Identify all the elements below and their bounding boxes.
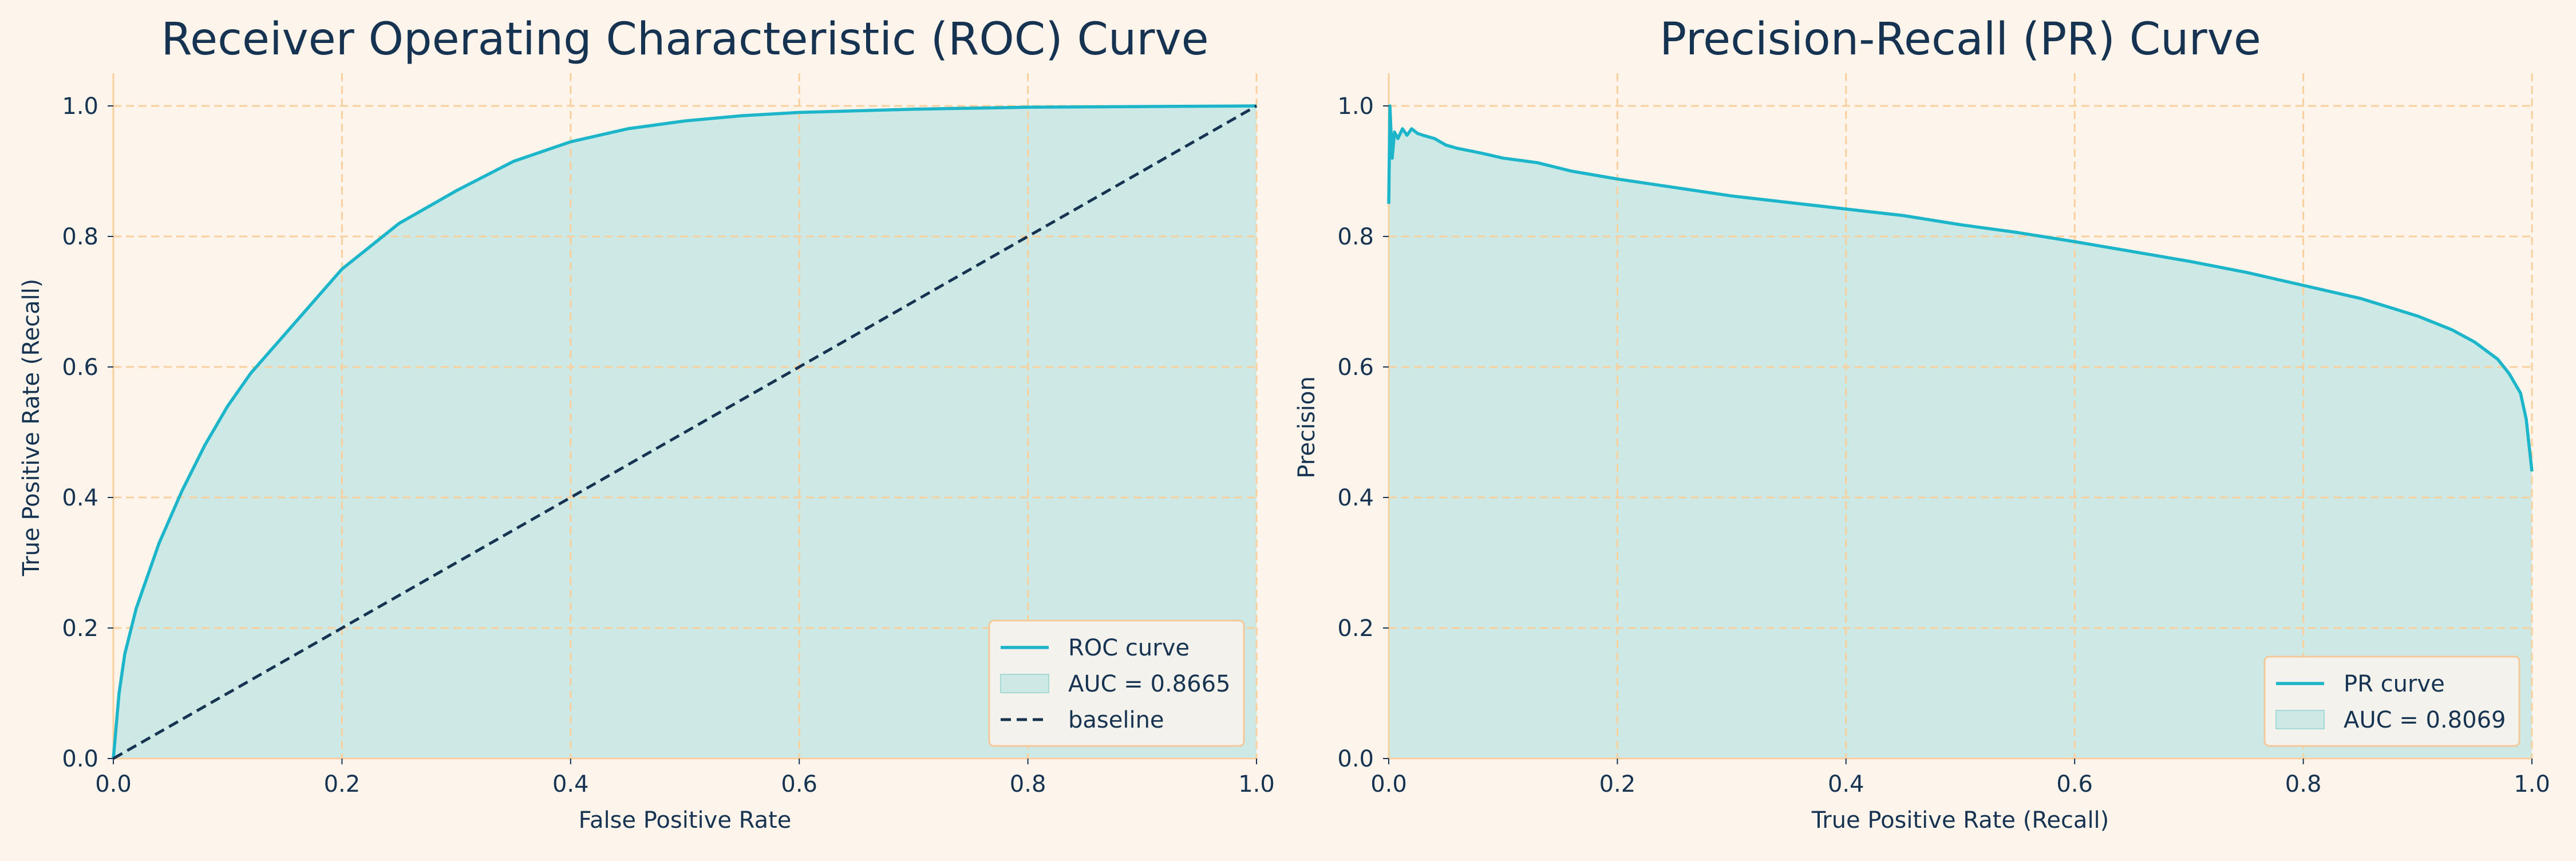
roc-series-roc-curve: [112, 104, 1257, 759]
pr-x-tick-label: 0.6: [2056, 771, 2093, 797]
roc-x-tick-label: 0.6: [781, 771, 817, 797]
roc-y-label: True Positive Rate (Recall): [18, 279, 45, 577]
pr-x-tick-label: 0.0: [1370, 771, 1407, 797]
pr-legend: PR curve AUC = 0.8069: [2263, 655, 2520, 747]
pr-y-tick-label: 1.0: [1337, 93, 1374, 120]
roc-series-baseline: [112, 104, 1258, 760]
pr-y-tick-label: 0.8: [1337, 224, 1374, 250]
roc-y-tick-label: 0.6: [62, 354, 98, 381]
roc-legend-label: ROC curve: [1068, 635, 1190, 661]
pr-y-tick-label: 0.6: [1337, 354, 1374, 381]
pr-legend-label: AUC = 0.8069: [2344, 707, 2506, 733]
pr-legend-swatch-area: [2275, 710, 2325, 729]
pr-x-tick-label: 0.4: [1828, 771, 1864, 797]
roc-legend-label: AUC = 0.8665: [1068, 671, 1230, 697]
pr-y-label: Precision: [1294, 376, 1320, 478]
pr-x-tick-label: 0.2: [1599, 771, 1636, 797]
pr-legend-label: PR curve: [2344, 671, 2445, 697]
pr-x-label: True Positive Rate (Recall): [1811, 807, 2109, 834]
pr-legend-box: [2263, 655, 2520, 747]
pr-x-tick-label: 0.8: [2285, 771, 2322, 797]
roc-chart: 0.0 0.2 0.4 0.6 0.8 1.0 0.0 0.2 0.4 0.6 0.8 1.0 Rece…: [18, 14, 1275, 834]
roc-y-tick-label: 1.0: [62, 93, 98, 120]
roc-legend-label: baseline: [1068, 707, 1164, 733]
roc-x-tick-label: 0.4: [552, 771, 589, 797]
pr-y-tick-label: 0.0: [1337, 746, 1374, 772]
roc-y-tick-label: 0.4: [62, 485, 98, 511]
pr-y-tick-label: 0.4: [1337, 485, 1374, 511]
roc-x-tick-label: 0.0: [95, 771, 132, 797]
pr-series-pr-curve: [1387, 104, 2534, 472]
roc-y-tick-label: 0.0: [62, 746, 98, 772]
roc-x-tick-label: 0.8: [1010, 771, 1046, 797]
roc-y-tick-label: 0.2: [62, 615, 98, 642]
pr-title: Precision-Recall (PR) Curve: [1660, 14, 2261, 65]
pr-y-tick-label: 0.2: [1337, 615, 1374, 642]
roc-legend-box: [988, 619, 1245, 747]
roc-legend: ROC curve AUC = 0.8665 baseline: [988, 619, 1245, 747]
roc-x-tick-label: 0.2: [324, 771, 361, 797]
pr-auc-area: [1389, 106, 2532, 759]
roc-title: Receiver Operating Characteristic (ROC) …: [161, 14, 1208, 65]
roc-y-tick-label: 0.8: [62, 224, 98, 250]
pr-chart: 0.0 0.2 0.4 0.6 0.8 1.0 0.0 0.2 0.4 0.6 0.8 1.0 Prec…: [1294, 14, 2550, 834]
roc-legend-swatch-area: [1000, 674, 1049, 693]
roc-x-label: False Positive Rate: [579, 807, 792, 834]
pr-x-tick-label: 1.0: [2514, 771, 2550, 797]
roc-x-tick-label: 1.0: [1238, 771, 1275, 797]
